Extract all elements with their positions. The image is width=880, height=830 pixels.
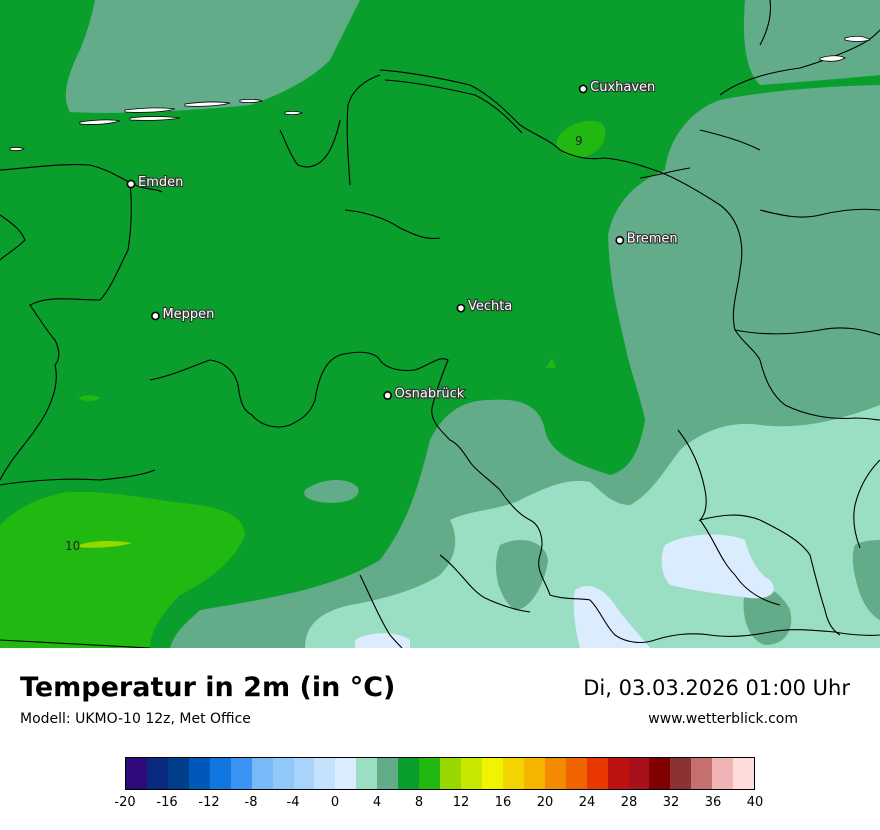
city-dot-osnabrück[interactable] xyxy=(383,391,393,400)
city-dot-emden[interactable] xyxy=(126,179,136,189)
temp-band-4-6-inner xyxy=(852,540,880,620)
colorbar-swatch xyxy=(461,758,482,789)
city-label-meppen: Meppen xyxy=(162,307,214,322)
colorbar-swatch xyxy=(586,758,608,789)
colorbar-tick-label: -12 xyxy=(198,795,220,810)
colorbar-swatch xyxy=(167,758,189,789)
borders xyxy=(0,0,880,649)
model-subtitle: Modell: UKMO-10 12z, Met Office xyxy=(20,711,251,727)
colorbar-swatch xyxy=(272,758,294,789)
map-title: Temperatur in 2m (in °C) xyxy=(20,672,396,703)
city-markers: CuxhavenHamburgEmdenLüneburgBremenUelzen… xyxy=(126,79,679,403)
colorbar-ticks: -20 -16 -12 -8 -4 0 4 8 12 16 20 24 28 32 36 40 xyxy=(114,795,763,815)
colorbar-swatch xyxy=(146,758,168,789)
temp-band-4-6-inner xyxy=(495,540,548,610)
colorbar-swatch xyxy=(502,758,524,789)
colorbar-swatch xyxy=(356,758,378,789)
colorbar-tick-label: 4 xyxy=(372,795,382,810)
colorbar-swatch xyxy=(377,758,399,789)
forecast-datetime: Di, 03.03.2026 01:00 Uhr xyxy=(583,676,850,700)
temperature-colorbar xyxy=(125,757,755,790)
colorbar-tick-label: 40 xyxy=(746,795,764,810)
colorbar-swatch xyxy=(440,758,461,789)
temperature-map[interactable]: 9 10 CuxhavenHamburgEmdenLüneburgBremenU… xyxy=(0,0,880,649)
temp-band-0-2 xyxy=(573,585,650,648)
city-label-bremen: Bremen xyxy=(627,231,678,246)
city-dot-cuxhaven[interactable] xyxy=(578,84,588,94)
colorbar-tick-label: 24 xyxy=(578,795,596,810)
colorbar-swatch xyxy=(712,758,734,789)
colorbar-swatch xyxy=(670,758,692,789)
colorbar-swatch xyxy=(398,758,420,789)
city-label-cuxhaven: Cuxhaven xyxy=(590,80,655,95)
city-dot-bremen[interactable] xyxy=(615,235,625,245)
colorbar-swatch xyxy=(126,758,147,789)
colorbar-swatch xyxy=(481,758,503,789)
colorbar-swatch xyxy=(209,758,231,789)
colorbar-tick-label: 28 xyxy=(620,795,638,810)
temp-band-10-12 xyxy=(78,540,132,548)
temp-band-4-6-patch xyxy=(304,479,359,503)
city-label-emden: Emden xyxy=(138,175,183,190)
colorbar-swatch xyxy=(691,758,713,789)
temp-band-4-6-northeast xyxy=(743,0,880,85)
colorbar-tick-label: -4 xyxy=(286,795,300,810)
temp-band-8-10-hannover xyxy=(546,358,556,368)
colorbar-tick-label: -16 xyxy=(156,795,178,810)
colorbar-tick-label: 0 xyxy=(330,795,340,810)
website-link[interactable]: www.wetterblick.com xyxy=(648,711,798,727)
colorbar-tick-label: 8 xyxy=(414,795,424,810)
colorbar-swatch xyxy=(251,758,273,789)
colorbar-swatch xyxy=(544,758,566,789)
colorbar-swatch xyxy=(649,758,671,789)
city-label-osnabrück: Osnabrück xyxy=(395,386,465,401)
temp-band-8-10-dot xyxy=(78,395,100,401)
colorbar-tick-label: 20 xyxy=(536,795,554,810)
city-dot-meppen[interactable] xyxy=(151,311,160,321)
colorbar-swatch xyxy=(523,758,545,789)
contour-label-10: 10 xyxy=(65,539,80,553)
colorbar-swatch xyxy=(293,758,315,789)
colorbar-tick-label: -8 xyxy=(244,795,258,810)
colorbar-tick-label: 32 xyxy=(662,795,680,810)
colorbar-swatch xyxy=(565,758,587,789)
temp-band-0-2 xyxy=(355,633,410,648)
contour-label-9: 9 xyxy=(575,134,583,148)
colorbar-swatch xyxy=(230,758,252,789)
colorbar-tick-label: 12 xyxy=(452,795,470,810)
colorbar-tick-label: 36 xyxy=(704,795,722,810)
city-label-vechta: Vechta xyxy=(468,299,512,314)
colorbar-swatch xyxy=(733,758,755,789)
city-dot-vechta[interactable] xyxy=(456,303,466,313)
temp-band-4-6-northwest xyxy=(65,0,361,113)
temp-band-8-10 xyxy=(0,491,245,648)
colorbar-swatch xyxy=(314,758,336,789)
temp-band-0-2 xyxy=(661,534,774,599)
temp-band-8-10-hamburg xyxy=(556,120,606,158)
colorbar-swatch xyxy=(335,758,357,789)
colorbar-swatch xyxy=(419,758,441,789)
east-frisian-islands xyxy=(9,35,871,152)
colorbar-swatch xyxy=(607,758,629,789)
colorbar-tick-label: -20 xyxy=(114,795,136,810)
colorbar-swatch xyxy=(188,758,210,789)
colorbar-tick-label: 16 xyxy=(494,795,512,810)
colorbar-swatch xyxy=(628,758,650,789)
